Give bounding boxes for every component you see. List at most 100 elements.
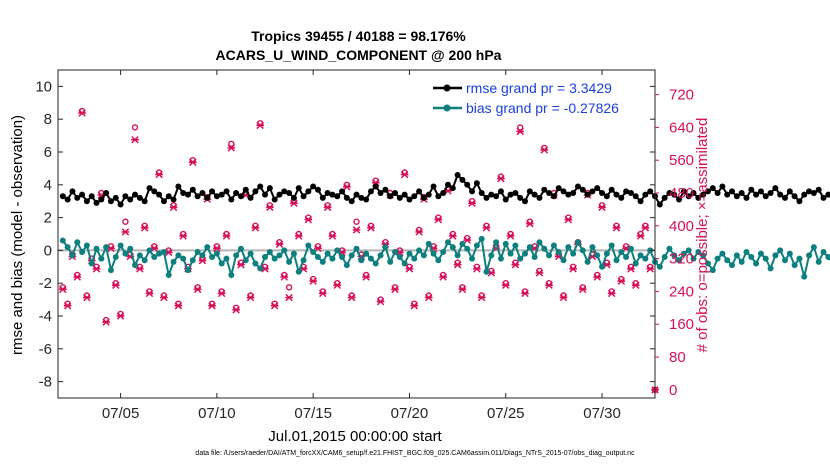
rmse-point — [700, 191, 707, 198]
rmse-point — [478, 190, 485, 196]
obs-assimilated-marker — [237, 261, 245, 269]
rmse-point — [420, 194, 427, 201]
bias-point — [305, 242, 312, 249]
y-left-tick-label: -2 — [39, 275, 52, 292]
obs-assimilated-marker — [497, 174, 505, 183]
bias-point — [233, 252, 240, 259]
rmse-point — [107, 198, 114, 205]
bias-point — [690, 255, 697, 262]
rmse-point — [151, 188, 158, 195]
bias-point — [589, 244, 596, 251]
bias-point — [724, 257, 731, 264]
x-tick-label: 07/10 — [198, 405, 236, 422]
rmse-point — [117, 201, 124, 208]
rmse-point — [281, 188, 288, 195]
rmse-point — [59, 193, 66, 200]
obs-assimilated-marker — [145, 289, 154, 298]
rmse-point — [363, 196, 370, 203]
rmse-point — [767, 190, 774, 196]
rmse-point — [570, 190, 577, 196]
bias-point — [88, 260, 95, 267]
bias-point — [459, 240, 466, 247]
chart-subtitle: ACARS_U_WIND_COMPONENT @ 200 hPa — [215, 47, 502, 63]
bias-point — [550, 242, 557, 249]
bias-point — [473, 242, 480, 249]
obs-assimilated-marker — [535, 269, 544, 277]
bias-point — [319, 258, 326, 265]
bias-point — [69, 252, 76, 259]
rmse-point — [348, 198, 355, 205]
obs-assimilated-marker — [627, 265, 635, 273]
obs-assimilated-marker — [102, 318, 110, 326]
rmse-point — [127, 196, 134, 203]
rmse-point — [411, 193, 418, 200]
bias-point — [599, 263, 606, 270]
obs-assimilated-marker — [160, 293, 168, 302]
obs-assimilated-marker — [617, 277, 626, 285]
rmse-point — [791, 193, 798, 200]
obs-assimilated-marker — [362, 273, 370, 281]
rmse-point — [757, 188, 764, 195]
rmse-point — [290, 194, 297, 201]
obs-assimilated-marker — [521, 289, 529, 298]
bias-point — [141, 257, 148, 264]
obs-assimilated-marker — [410, 302, 419, 310]
rmse-point — [454, 171, 461, 178]
bias-point — [478, 235, 485, 242]
obs-assimilated-marker — [598, 203, 606, 212]
bias-point — [517, 255, 524, 262]
obs-assimilated-marker — [246, 293, 255, 302]
rmse-point — [343, 194, 350, 201]
rmse-point — [444, 181, 451, 188]
obs-assimilated-marker — [309, 277, 318, 285]
obs-assimilated-marker — [111, 281, 120, 289]
obs-assimilated-marker — [275, 240, 284, 248]
rmse-point — [353, 191, 360, 198]
obs-assimilated-marker — [448, 232, 457, 240]
bias-point — [411, 255, 418, 262]
obs-assimilated-marker — [193, 285, 202, 294]
bias-point — [103, 244, 110, 251]
rmse-point — [319, 194, 326, 201]
obs-assimilated-marker — [290, 199, 298, 207]
rmse-point — [435, 193, 442, 200]
bias-point — [733, 252, 740, 259]
y-right-tick-label: 480 — [669, 185, 694, 202]
data-file-footer: data file: /Users/raeder/DAI/ATM_forcXX/… — [195, 450, 635, 457]
rmse-point — [175, 183, 182, 190]
obs-assimilated-marker — [174, 302, 183, 310]
bias-point — [627, 245, 634, 252]
bias-point — [223, 255, 230, 262]
rmse-point — [122, 193, 129, 200]
bias-point — [743, 249, 750, 256]
rmse-point — [464, 181, 471, 188]
rmse-point — [680, 188, 687, 195]
obs-assimilated-marker — [121, 228, 130, 236]
rmse-point — [801, 191, 808, 198]
x-tick-label: 07/25 — [487, 405, 525, 422]
y-right-tick-label: 160 — [669, 316, 694, 333]
obs-assimilated-marker — [136, 265, 144, 273]
bias-point — [257, 265, 264, 272]
bias-point — [469, 255, 476, 262]
bias-point — [546, 252, 553, 259]
rmse-point — [589, 188, 596, 195]
bias-point — [420, 252, 427, 259]
rmse-point — [642, 191, 649, 198]
rmse-point — [772, 185, 779, 192]
bias-point — [242, 257, 249, 264]
rmse-point — [709, 185, 716, 192]
y-right-tick-label: 0 — [669, 382, 677, 399]
obs-assimilated-marker — [304, 215, 313, 224]
chart-title: Tropics 39455 / 40188 = 98.176% — [251, 28, 466, 44]
bias-point — [671, 252, 678, 259]
y-right-tick-label: 560 — [669, 152, 694, 169]
bias-point — [584, 258, 591, 265]
rmse-point — [603, 193, 610, 200]
rmse-point — [252, 188, 259, 195]
bias-point — [237, 245, 244, 252]
rmse-point — [777, 191, 784, 198]
bias-point — [603, 250, 610, 257]
rmse-point — [237, 193, 244, 200]
bias-point — [786, 250, 793, 257]
